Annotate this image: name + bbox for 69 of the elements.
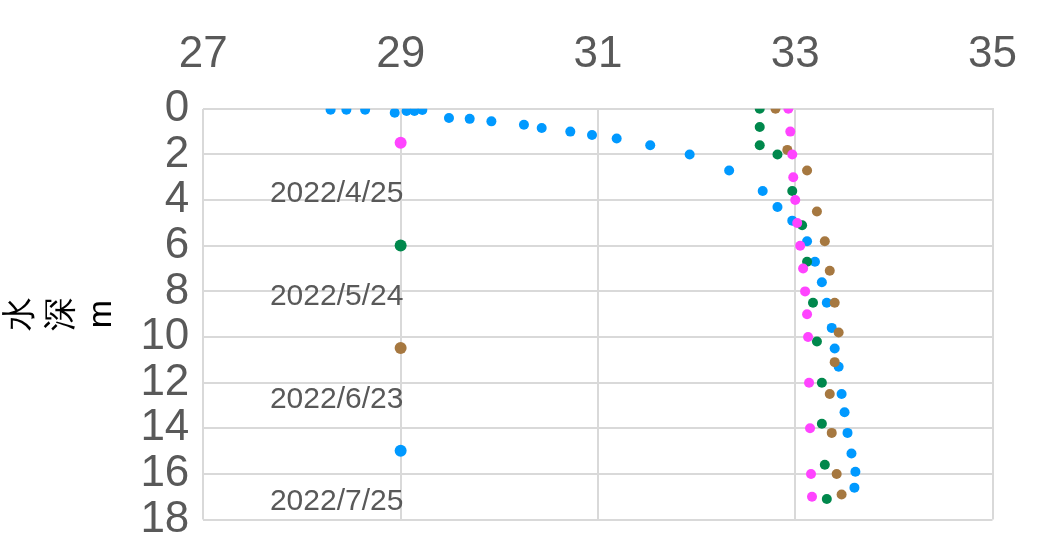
y-axis-title: 水深m — [0, 297, 119, 332]
x-tick-label: 31 — [573, 26, 623, 76]
point — [389, 108, 400, 118]
point — [802, 309, 813, 320]
point — [846, 448, 857, 459]
point — [816, 418, 827, 429]
point — [802, 236, 813, 247]
point — [787, 185, 798, 196]
x-tick-label: 27 — [178, 26, 228, 76]
point — [611, 133, 622, 144]
point — [795, 240, 806, 251]
point — [839, 407, 850, 418]
point — [798, 263, 809, 274]
point — [819, 459, 830, 470]
point — [836, 489, 847, 500]
point — [754, 140, 765, 151]
point — [785, 126, 796, 137]
point — [807, 491, 817, 502]
point — [518, 119, 529, 130]
point — [772, 201, 783, 212]
point — [824, 265, 835, 276]
point — [821, 494, 832, 505]
point — [811, 206, 822, 217]
legend-label: 2022/5/24 — [269, 278, 404, 312]
legend-label: 2022/6/23 — [269, 380, 404, 414]
point — [842, 427, 853, 438]
point — [790, 195, 801, 206]
point — [536, 122, 547, 133]
point — [802, 165, 813, 176]
point — [464, 113, 475, 124]
x-tick-label: 35 — [968, 26, 1018, 76]
point — [486, 116, 497, 127]
point — [829, 357, 840, 368]
point — [757, 185, 768, 196]
legend-label: 2022/7/25 — [269, 483, 404, 517]
point — [806, 468, 817, 479]
point — [849, 482, 860, 493]
point — [850, 466, 861, 477]
x-tick-label: 33 — [770, 26, 820, 76]
point — [754, 122, 765, 133]
point — [792, 217, 803, 228]
point — [811, 336, 822, 347]
point — [587, 130, 598, 141]
point — [803, 332, 814, 343]
point — [724, 165, 735, 176]
point — [788, 172, 799, 183]
point — [831, 468, 842, 479]
point — [565, 126, 576, 137]
point — [829, 343, 840, 354]
point — [824, 389, 835, 400]
point — [816, 277, 827, 288]
point — [443, 112, 454, 123]
point — [819, 236, 830, 247]
point — [807, 297, 818, 308]
point — [772, 149, 783, 160]
point — [833, 327, 844, 338]
point — [816, 377, 827, 388]
x-tick-label: 29 — [376, 26, 426, 76]
legend-label: 2022/4/25 — [269, 175, 404, 209]
point — [805, 423, 816, 434]
point — [804, 377, 815, 388]
point — [826, 427, 837, 438]
point — [836, 389, 847, 400]
point — [684, 149, 695, 160]
point — [800, 286, 811, 297]
point — [826, 322, 837, 333]
point — [829, 297, 840, 308]
point — [787, 149, 798, 160]
point — [645, 140, 656, 151]
